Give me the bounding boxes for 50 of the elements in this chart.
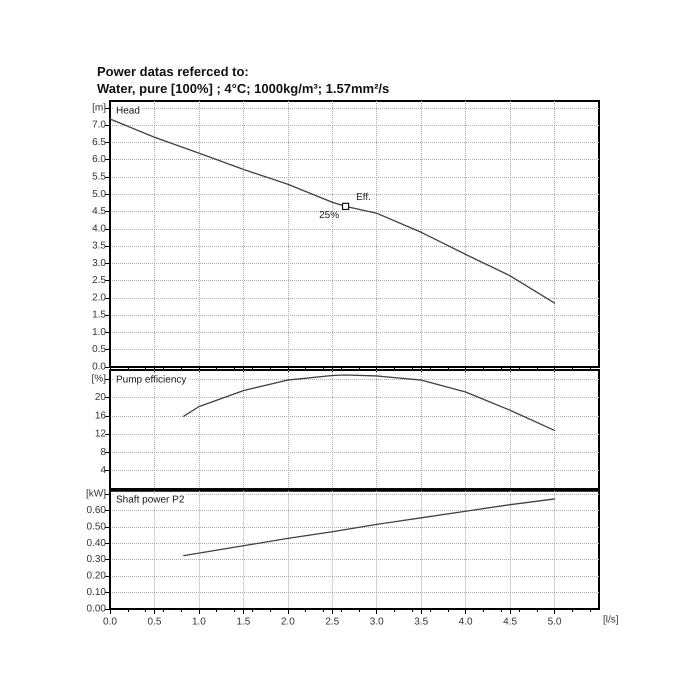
line-series [183, 498, 556, 556]
y-tick-label: 1.5 [92, 310, 106, 321]
x-tick-label: 4.0 [458, 616, 474, 628]
x-axis-title: [l/s] [603, 614, 619, 626]
x-tick-label: 4.5 [503, 616, 518, 628]
y-tick-label: 6.0 [92, 154, 106, 166]
y-tick-label: 0.0 [92, 362, 106, 372]
chart-title: Power datas referced to: [97, 64, 249, 79]
y-tick-label: 0.5 [92, 344, 106, 356]
x-tick-label: 5.0 [548, 616, 562, 628]
y-tick-label: 0.40 [86, 538, 106, 549]
x-tick-label: 1.5 [236, 616, 251, 628]
y-tick-label: 12 [94, 428, 106, 440]
y-tick-label: 0.10 [86, 587, 106, 598]
x-tick-label: 2.5 [325, 616, 340, 628]
y-tick-label: 20 [94, 392, 106, 403]
y-tick-label: 5.0 [92, 188, 106, 200]
y-axis-title: Head [116, 106, 140, 116]
y-tick-label: 0.50 [86, 521, 106, 532]
annotation: 25% [319, 210, 340, 221]
y-axis-title: Shaft power P2 [116, 494, 185, 506]
y-tick-label: 2.5 [92, 275, 106, 286]
y-tick-label: 8 [100, 446, 106, 458]
y-axis-title: Pump efficiency [116, 374, 186, 386]
y-tick-label: 0.30 [86, 554, 106, 566]
line-series [109, 118, 556, 304]
y-tick-label: 7.0 [92, 120, 106, 131]
y-tick-label: 0.60 [86, 504, 106, 516]
chart-subtitle: Water, pure [100%] ; 4°C; 1000kg/m³; 1.57mm²/s [97, 81, 390, 96]
annotation: Eff. [356, 192, 371, 203]
x-tick-label: 1.0 [192, 616, 206, 628]
x-tick-label: 0.5 [148, 616, 162, 628]
y-tick-label: 6.5 [92, 136, 106, 148]
y-tick-label: [m] [92, 102, 106, 114]
x-tick-label: 2.0 [280, 616, 296, 628]
y-tick-label: 3.0 [92, 258, 106, 269]
y-tick-label: 2.0 [92, 292, 106, 304]
y-tick-label: 4.5 [92, 206, 106, 218]
y-tick-label: [%] [92, 374, 106, 385]
y-tick-label: 5.5 [92, 172, 106, 182]
x-tick-label: 3.0 [370, 616, 384, 628]
y-tick-label: 3.5 [92, 240, 106, 252]
y-tick-label: 0.20 [86, 570, 106, 582]
x-tick-label: 3.5 [414, 616, 429, 628]
y-tick-label: [kW] [86, 488, 106, 500]
y-tick-label: 4.0 [92, 223, 106, 234]
y-tick-label: 0.00 [86, 604, 106, 614]
y-tick-label: 1.0 [92, 326, 106, 338]
y-tick-label: 4 [100, 465, 106, 476]
y-tick-label: 16 [94, 410, 106, 422]
